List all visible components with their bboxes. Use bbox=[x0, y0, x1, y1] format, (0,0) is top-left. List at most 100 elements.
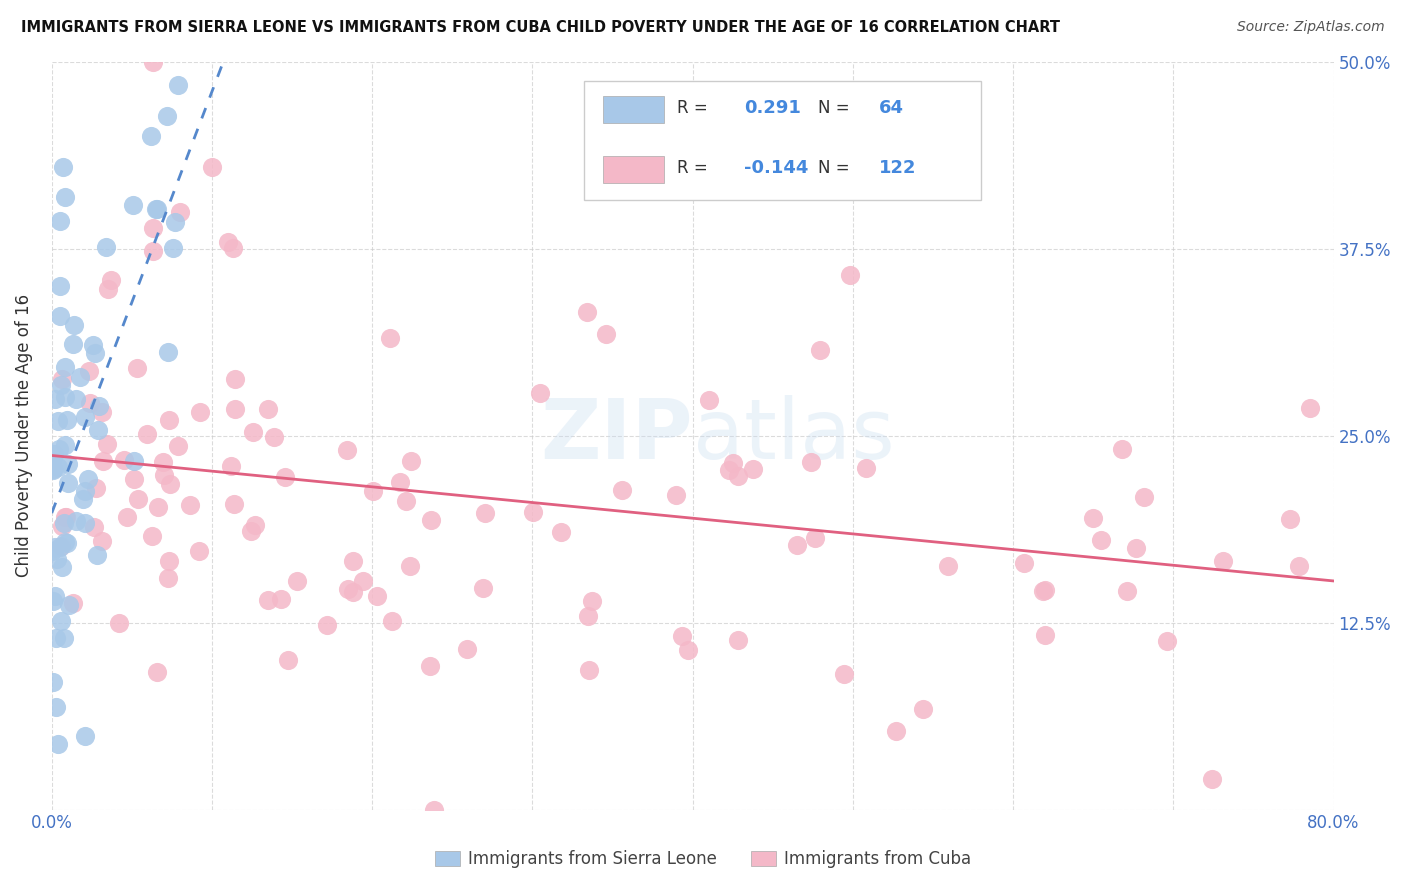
Point bbox=[1125, 541, 1147, 555]
Point bbox=[578, 663, 600, 677]
Point bbox=[44, 589, 66, 603]
Point bbox=[1090, 533, 1112, 547]
Point bbox=[48, 442, 70, 456]
Point bbox=[112, 453, 135, 467]
Point bbox=[399, 454, 422, 468]
Point bbox=[49, 615, 72, 629]
Point bbox=[100, 273, 122, 287]
Point bbox=[595, 327, 617, 342]
Point bbox=[911, 702, 934, 716]
Point bbox=[157, 413, 180, 427]
FancyBboxPatch shape bbox=[583, 81, 981, 201]
Point bbox=[471, 581, 494, 595]
Point bbox=[156, 571, 179, 585]
Point bbox=[49, 539, 72, 553]
Point bbox=[671, 628, 693, 642]
Point bbox=[53, 535, 76, 549]
Point bbox=[159, 477, 181, 491]
Point bbox=[224, 372, 246, 386]
Text: R =: R = bbox=[678, 159, 713, 178]
Point bbox=[366, 589, 388, 603]
Point bbox=[1278, 512, 1301, 526]
FancyBboxPatch shape bbox=[603, 96, 665, 123]
Point bbox=[65, 514, 87, 528]
Point bbox=[1032, 583, 1054, 598]
Point bbox=[51, 372, 73, 386]
Point bbox=[53, 189, 76, 203]
Point bbox=[44, 540, 66, 554]
Point bbox=[122, 472, 145, 486]
Point bbox=[1156, 633, 1178, 648]
Point bbox=[56, 457, 79, 471]
Point bbox=[167, 78, 190, 92]
Point bbox=[63, 318, 86, 333]
Point bbox=[72, 492, 94, 507]
Point bbox=[157, 344, 180, 359]
Point bbox=[336, 442, 359, 457]
Point bbox=[75, 409, 97, 424]
Point bbox=[938, 558, 960, 573]
Point bbox=[423, 803, 446, 817]
Point bbox=[786, 538, 808, 552]
Point bbox=[146, 500, 169, 514]
Point bbox=[270, 591, 292, 606]
Point bbox=[146, 665, 169, 679]
Point bbox=[44, 392, 66, 406]
Text: Source: ZipAtlas.com: Source: ZipAtlas.com bbox=[1237, 20, 1385, 34]
Point bbox=[201, 160, 224, 174]
Point bbox=[800, 454, 823, 468]
Point bbox=[86, 423, 108, 437]
Point bbox=[832, 667, 855, 681]
Point bbox=[52, 160, 75, 174]
Point bbox=[58, 598, 80, 612]
Point bbox=[342, 585, 364, 599]
Point bbox=[1012, 556, 1035, 570]
Point bbox=[42, 675, 65, 690]
Point bbox=[94, 240, 117, 254]
Point bbox=[91, 533, 114, 548]
Point bbox=[146, 202, 169, 216]
Point bbox=[46, 737, 69, 751]
Point bbox=[83, 346, 105, 360]
Point bbox=[62, 337, 84, 351]
Point bbox=[224, 497, 246, 511]
Point bbox=[52, 631, 75, 645]
Point bbox=[145, 202, 167, 216]
Point bbox=[243, 517, 266, 532]
Point bbox=[53, 438, 76, 452]
Point bbox=[1212, 554, 1234, 568]
Point bbox=[49, 310, 72, 324]
Point bbox=[84, 481, 107, 495]
Point bbox=[162, 240, 184, 254]
Text: N =: N = bbox=[818, 99, 855, 118]
Point bbox=[855, 461, 877, 475]
Legend: Immigrants from Sierra Leone, Immigrants from Cuba: Immigrants from Sierra Leone, Immigrants… bbox=[429, 844, 977, 875]
Point bbox=[49, 378, 72, 392]
Point bbox=[474, 506, 496, 520]
Point bbox=[69, 370, 91, 384]
Point bbox=[153, 468, 176, 483]
Point bbox=[1116, 583, 1139, 598]
Point bbox=[576, 609, 599, 624]
Point bbox=[224, 401, 246, 416]
Point bbox=[884, 724, 907, 739]
Point bbox=[529, 386, 551, 401]
Point bbox=[389, 475, 412, 490]
Point bbox=[96, 436, 118, 450]
Text: ZIP: ZIP bbox=[540, 395, 693, 476]
Point bbox=[48, 214, 70, 228]
Point bbox=[274, 469, 297, 483]
Point bbox=[97, 282, 120, 296]
Point bbox=[263, 430, 285, 444]
Text: N =: N = bbox=[818, 159, 855, 178]
Point bbox=[142, 55, 165, 70]
Point bbox=[727, 468, 749, 483]
Point bbox=[121, 197, 143, 211]
Point bbox=[91, 454, 114, 468]
Point bbox=[342, 554, 364, 568]
Point bbox=[1133, 491, 1156, 505]
Point bbox=[156, 110, 179, 124]
Point bbox=[221, 242, 243, 256]
Point bbox=[127, 492, 149, 507]
Point bbox=[188, 404, 211, 418]
